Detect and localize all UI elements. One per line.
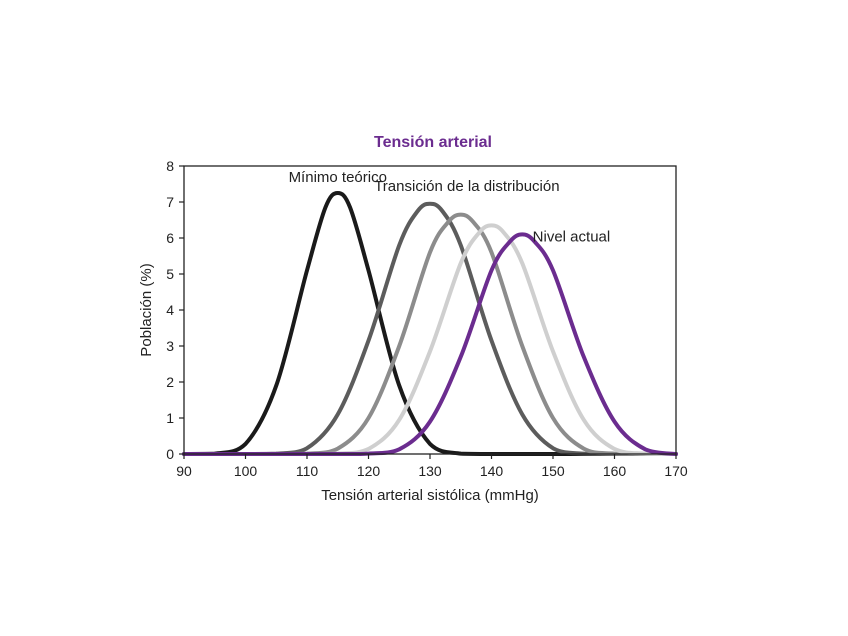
x-tick-label: 140 xyxy=(480,463,504,479)
y-tick-label: 1 xyxy=(166,410,174,426)
x-axis-title: Tensión arterial sistólica (mmHg) xyxy=(321,487,539,504)
y-tick-label: 2 xyxy=(166,374,174,390)
x-tick-label: 120 xyxy=(357,463,381,479)
y-axis: 0 1 2 3 4 5 6 7 8 xyxy=(166,158,184,462)
x-tick-label: 160 xyxy=(603,463,627,479)
series-line-2 xyxy=(182,201,678,456)
series-annotation: Mínimo teórico xyxy=(289,169,387,186)
y-tick-label: 3 xyxy=(166,338,174,354)
y-tick-label: 6 xyxy=(166,230,174,246)
chart-title: Tensión arterial xyxy=(374,134,492,151)
series-annotation: Nivel actual xyxy=(533,229,611,246)
x-axis: 90 100 110 120 130 140 150 160 170 xyxy=(176,454,688,479)
series-line-5 xyxy=(182,232,678,457)
y-tick-label: 8 xyxy=(166,158,174,174)
x-tick-label: 100 xyxy=(234,463,258,479)
y-axis-title: Población (%) xyxy=(138,263,155,356)
y-tick-label: 7 xyxy=(166,194,174,210)
x-tick-label: 130 xyxy=(418,463,442,479)
y-tick-label: 4 xyxy=(166,302,174,318)
x-tick-label: 170 xyxy=(664,463,688,479)
x-tick-label: 150 xyxy=(541,463,565,479)
x-tick-label: 110 xyxy=(296,463,319,479)
series-annotation: Transición de la distribución xyxy=(374,178,559,195)
plot-frame xyxy=(183,165,677,455)
y-tick-label: 5 xyxy=(166,266,174,282)
x-tick-label: 90 xyxy=(176,463,192,479)
y-tick-label: 0 xyxy=(166,446,174,462)
